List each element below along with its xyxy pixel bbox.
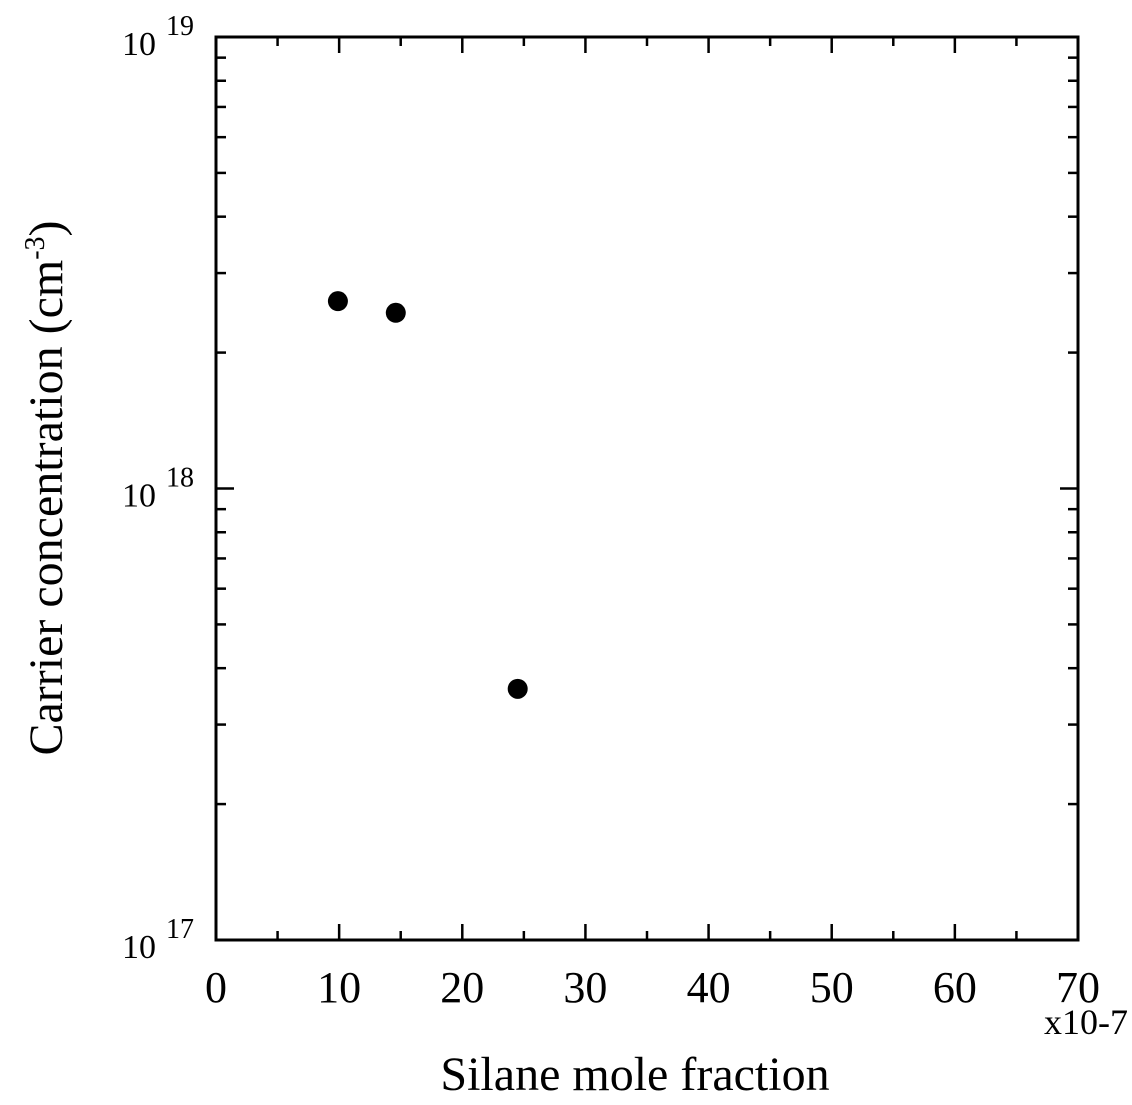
y-tick-label: 10 19 [122, 11, 194, 63]
x-tick-label: 50 [810, 963, 854, 1012]
x-multiplier-label: x10-7 [1044, 1002, 1128, 1042]
x-tick-label: 0 [205, 963, 227, 1012]
x-tick-label: 10 [317, 963, 361, 1012]
x-tick-label: 70 [1056, 963, 1100, 1012]
y-tick-label: 10 18 [122, 463, 194, 515]
y-tick-label: 10 17 [122, 914, 194, 966]
x-tick-label: 20 [440, 963, 484, 1012]
x-tick-labels: 0 10 20 30 40 50 60 70 [205, 963, 1100, 1012]
data-points [327, 291, 528, 699]
plot-frame [214, 35, 1080, 942]
data-point [507, 678, 528, 699]
major-ticks [214, 35, 1080, 942]
x-tick-label: 40 [687, 963, 731, 1012]
x-tick-label: 30 [563, 963, 607, 1012]
data-point [385, 302, 406, 323]
x-axis-label: Silane mole fraction [440, 1048, 829, 1101]
minor-ticks [216, 37, 1078, 940]
x-tick-label: 60 [933, 963, 977, 1012]
y-axis-label: Carrier concentration (cm-3) [20, 220, 73, 755]
data-point [327, 291, 348, 312]
